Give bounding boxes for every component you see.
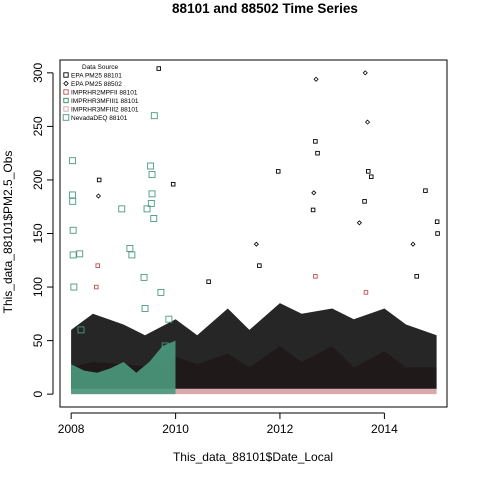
y-tick-label-0: 0: [31, 390, 45, 397]
point-s3-18: [140, 273, 148, 281]
point-s2-0: [95, 263, 100, 268]
y-axis-label: This_data_88101$PM2.5_Obs: [1, 151, 15, 314]
point-s3-10: [128, 251, 136, 259]
point-s1-2: [362, 70, 368, 76]
y-tick-label-3: 150: [31, 223, 45, 243]
point-s1-6: [410, 241, 416, 247]
point-s0-9: [434, 219, 440, 224]
point-s3-0: [68, 157, 76, 165]
point-s3-7: [77, 326, 85, 334]
point-s0-4: [313, 139, 318, 144]
point-s3-19: [157, 288, 165, 296]
legend-label-1: EPA PM25 88502: [71, 81, 122, 88]
point-s3-14: [148, 171, 156, 179]
point-s0-0: [96, 177, 102, 183]
y-tick-label-5: 250: [31, 116, 45, 136]
data-points: [68, 66, 440, 350]
point-s3-15: [148, 190, 156, 198]
band-2: [71, 340, 176, 395]
point-s2-2: [313, 274, 318, 279]
point-s1-1: [313, 76, 319, 82]
point-s0-7: [369, 174, 374, 179]
point-s3-21: [161, 342, 169, 350]
point-s0-13: [257, 263, 262, 268]
point-s3-4: [69, 251, 77, 259]
x-tick-label-2: 2012: [267, 422, 294, 436]
x-tick-label-0: 2008: [58, 422, 85, 436]
point-s3-8: [118, 205, 126, 213]
y-tick-label-4: 200: [31, 170, 45, 190]
point-s3-16: [147, 200, 155, 207]
point-s3-12: [150, 112, 158, 120]
x-tick-label-1: 2010: [162, 422, 189, 436]
legend-label-5: NevadaDEQ 88101: [71, 115, 128, 122]
point-s0-3: [275, 169, 281, 174]
legend-marker-3: [63, 97, 69, 104]
point-s2-1: [94, 284, 99, 290]
y-tick-label-6: 300: [31, 63, 45, 83]
point-s3-2: [69, 197, 77, 205]
legend-marker-5: [62, 114, 70, 121]
point-s3-20: [165, 315, 173, 323]
legend-title: Data Source: [82, 64, 119, 71]
legend-label-2: IMPRHR2MPFII 88101: [71, 89, 138, 96]
point-s0-14: [206, 279, 211, 284]
point-s3-5: [76, 250, 84, 258]
x-tick-label-3: 2014: [371, 422, 398, 436]
point-s1-4: [311, 190, 317, 196]
point-s0-10: [435, 231, 440, 236]
point-s3-17: [150, 215, 158, 222]
legend-marker-4: [63, 106, 69, 112]
point-s0-15: [414, 274, 419, 279]
legend-label-3: IMPRHR3MFIII1 88101: [71, 98, 139, 105]
point-s1-0: [95, 193, 102, 199]
density-bands: [71, 303, 437, 395]
legend-marker-2: [63, 89, 69, 95]
point-s0-11: [310, 207, 316, 213]
point-s3-13: [147, 162, 155, 170]
point-s0-2: [170, 181, 176, 187]
y-tick-label-1: 50: [31, 334, 45, 348]
legend-label-0: EPA PM25 88101: [71, 72, 122, 79]
point-s0-5: [315, 150, 320, 156]
point-s3-22: [141, 305, 149, 312]
point-s3-3: [69, 226, 77, 234]
point-s1-7: [356, 220, 362, 226]
point-s1-3: [364, 119, 371, 125]
point-s0-1: [156, 66, 162, 71]
chart-title: 88101 and 88502 Time Series: [172, 1, 358, 16]
point-s3-6: [70, 283, 78, 291]
point-s1-5: [253, 241, 259, 247]
legend-label-4: IMPRHR3MFIII2 88101: [71, 106, 139, 113]
x-axis-label: This_data_88101$Date_Local: [173, 450, 333, 464]
y-tick-label-2: 100: [31, 277, 45, 297]
legend-marker-1: [63, 80, 69, 87]
legend-marker-0: [63, 72, 69, 78]
point-s2-3: [363, 290, 369, 295]
point-s3-11: [143, 205, 151, 213]
plot-frame: [59, 59, 448, 408]
axes: 2008 2010 2012 2014 0 50 100 150 200 250 300: [31, 63, 398, 436]
point-s0-8: [423, 188, 428, 193]
point-s0-6: [366, 169, 371, 174]
point-s0-12: [362, 199, 367, 204]
